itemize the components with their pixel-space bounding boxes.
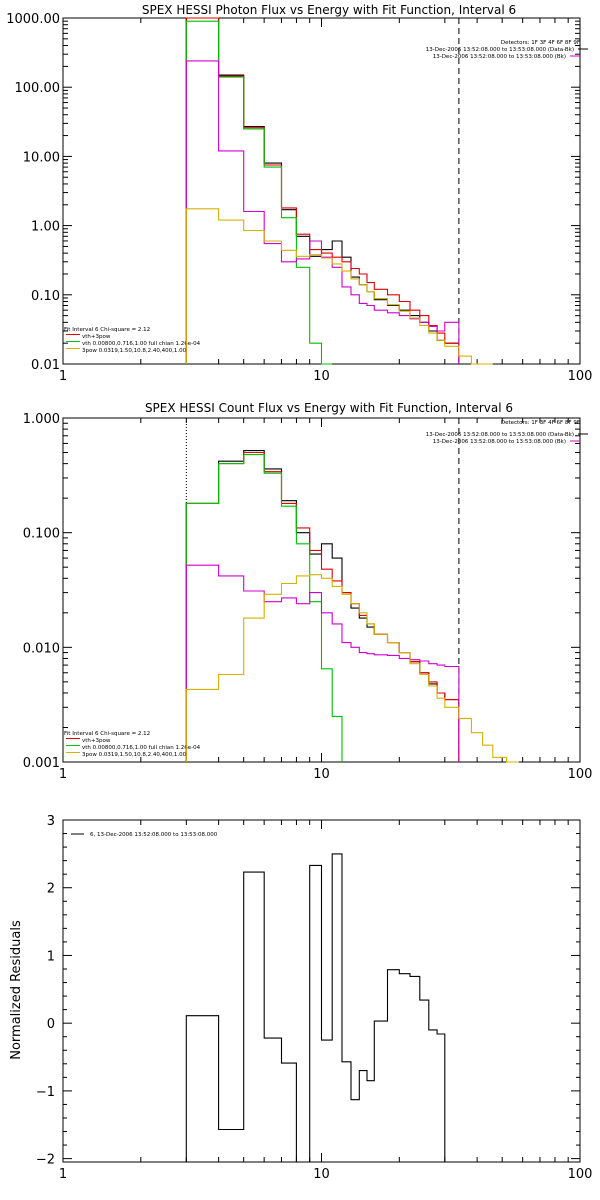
panel2-legend-3: 3pow 0.0319,1.50,10.8,2.40,400,1.00 xyxy=(82,752,187,758)
panel3-ytick-label: −1 xyxy=(36,1085,55,1100)
panel3-ytick-label: −2 xyxy=(36,1153,55,1168)
panel1-ytick-label: 10.00 xyxy=(23,150,60,165)
panel3-ytick-label: 3 xyxy=(47,814,55,829)
panel3-ytick-label: 0 xyxy=(47,1017,55,1032)
panel1-series-bk xyxy=(185,60,460,364)
panel1-xtick-label: 1 xyxy=(59,369,67,384)
panel2-series-data-bk xyxy=(185,450,460,762)
panel2-legend-1: vth+3pow xyxy=(82,738,111,744)
panel2-series-3pow xyxy=(185,574,519,763)
panel1-series-data-bk xyxy=(185,17,460,364)
panel1-legend-3: 3pow 0.0319,1.50,10.8,2.40,400,1.00 xyxy=(82,348,187,354)
panel2-ytick-label: 1.000 xyxy=(23,412,60,427)
panel2-series-bk xyxy=(185,564,460,762)
panel2-header-3: 13-Dec-2006 13:52:08.000 to 13:53:08.000… xyxy=(433,439,566,445)
panel2-series-vth xyxy=(185,454,343,762)
residuals-panel: Normalized Residuals 6, 13-Dec-2006 13:5… xyxy=(9,832,218,1060)
panel3-ylabel: Normalized Residuals xyxy=(9,920,24,1060)
panel2-ytick-label: 0.010 xyxy=(23,641,60,656)
panel3-xtick-label: 1 xyxy=(59,1167,67,1182)
panel1-title: SPEX HESSI Photon Flux vs Energy with Fi… xyxy=(142,3,516,17)
panel3-xtick-label: 100 xyxy=(568,1167,593,1182)
panel3-ytick-label: 1 xyxy=(47,949,55,964)
panel2-legend-2: vth 0.00800,0.716,1.00 full chian 1.26e-… xyxy=(82,745,201,751)
panel2-xtick-label: 10 xyxy=(313,767,330,782)
panel2-xtick-label: 100 xyxy=(568,767,593,782)
panel2-ytick-label: 0.001 xyxy=(23,756,60,771)
panel2-series-vth-3pow xyxy=(185,451,460,762)
panel1-fit-title: Fit Interval 6 Chi-square = 2.12 xyxy=(64,327,150,333)
panel1-xtick-label: 10 xyxy=(313,369,330,384)
panel2-axes-box xyxy=(62,417,581,763)
photon-flux-panel: SPEX HESSI Photon Flux vs Energy with Fi… xyxy=(64,3,580,354)
panel3-legend-1: 6, 13-Dec-2006 13:52:08.000 to 13:53:08.… xyxy=(90,832,218,838)
panel1-series-vth-3pow xyxy=(185,17,460,364)
panel1-legend-2: vth 0.00800,0.716,1.00 full chian 1.26e-… xyxy=(82,341,201,347)
count-flux-panel: SPEX HESSI Count Flux vs Energy with Fit… xyxy=(64,401,580,758)
panel3-xtick-label: 10 xyxy=(313,1167,330,1182)
panel1-header-1: Detectors: 1F 3F 4F 6F 8F 9F xyxy=(501,40,580,46)
panel1-ytick-label: 100.00 xyxy=(15,81,61,96)
panel1-header-3: 13-Dec-2006 13:52:08.000 to 13:53:08.000… xyxy=(433,54,566,60)
panel1-ytick-label: 1000.00 xyxy=(6,12,60,27)
panel3-series-6-13-dec-2006-13-52-08-000-to-13-53-08-000 xyxy=(185,853,459,1163)
panel2-header-2: 13-Dec-2006 13:52:08.000 to 13:53:08.000… xyxy=(426,432,574,438)
panel2-ytick-label: 0.100 xyxy=(23,527,60,542)
panel2-fit-title: Fit Interval 6 Chi-square = 2.12 xyxy=(64,731,150,737)
panel1-ytick-label: 0.01 xyxy=(31,358,60,373)
panel3-ytick-label: 2 xyxy=(47,882,55,897)
panel1-ytick-label: 0.10 xyxy=(31,289,60,304)
panel1-legend-1: vth+3pow xyxy=(82,334,111,340)
panel2-xtick-label: 1 xyxy=(59,767,67,782)
panel1-series-vth xyxy=(185,20,333,365)
panel1-axes-box xyxy=(62,17,581,365)
panel2-title: SPEX HESSI Count Flux vs Energy with Fit… xyxy=(145,401,513,415)
panel1-ytick-label: 1.00 xyxy=(31,220,60,235)
panel1-header-2: 13-Dec-2006 13:52:08.000 to 13:53:08.000… xyxy=(426,47,574,53)
panel1-xtick-label: 100 xyxy=(568,369,593,384)
panel1-series-3pow xyxy=(185,208,493,365)
